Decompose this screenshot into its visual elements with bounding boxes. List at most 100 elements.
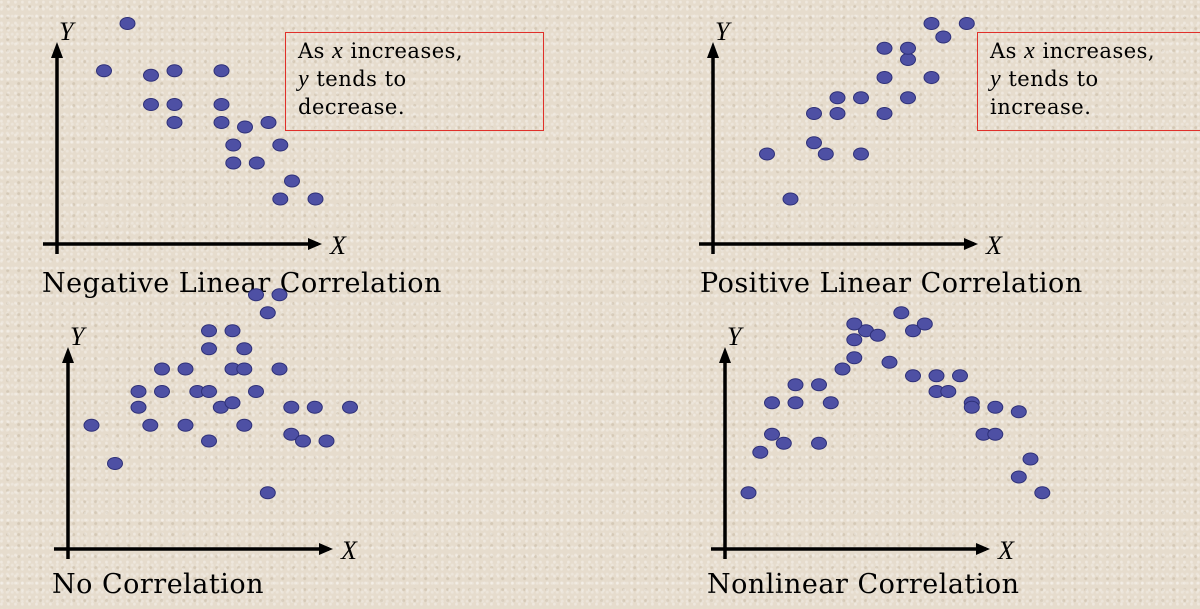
annotation-line-2: y tends to [990, 66, 1099, 92]
annotation-line-1: As x increases, [298, 38, 464, 64]
x-axis-arrow [964, 238, 978, 250]
panel-title: No Correlation [52, 569, 264, 600]
data-point [829, 91, 846, 105]
data-point [940, 385, 957, 398]
annotation-box-positive: As x increases, y tends to increase. [977, 32, 1200, 131]
data-point [154, 385, 170, 398]
data-point [342, 400, 358, 414]
data-point [1022, 452, 1039, 466]
data-point [177, 418, 194, 432]
data-point [224, 324, 241, 338]
data-point [260, 116, 277, 129]
data-point [259, 306, 276, 320]
data-point [876, 107, 893, 120]
data-point [96, 64, 112, 78]
data-point [248, 288, 264, 302]
data-point [236, 342, 253, 356]
x-axis-label: X [985, 231, 1003, 260]
data-point [900, 91, 916, 105]
data-point [272, 138, 289, 152]
data-point [834, 362, 851, 376]
panel-title: Nonlinear Correlation [707, 569, 1020, 600]
data-point [272, 192, 289, 206]
data-point [166, 64, 183, 78]
y-axis-label: Y [70, 322, 87, 351]
data-point [787, 378, 804, 392]
data-point [764, 396, 780, 410]
data-point [248, 156, 265, 170]
data-point [201, 434, 217, 448]
data-point [958, 17, 975, 30]
data-point [923, 17, 940, 30]
data-point [225, 156, 242, 170]
data-point [916, 317, 933, 331]
data-point [119, 17, 136, 30]
data-point [201, 324, 217, 338]
data-point [248, 385, 264, 398]
data-point [846, 333, 863, 347]
data-point [853, 91, 869, 105]
data-point [846, 317, 863, 331]
y-axis-arrow [707, 42, 719, 58]
data-point [307, 192, 324, 206]
data-point [283, 400, 300, 414]
data-point [213, 98, 230, 111]
data-point [237, 120, 253, 134]
data-point [811, 378, 827, 392]
data-point [905, 324, 921, 338]
data-point [130, 385, 147, 398]
data-point [318, 434, 335, 448]
annotation-line-3: decrease. [298, 95, 405, 119]
data-point [764, 427, 780, 441]
data-point [201, 385, 217, 398]
data-point [846, 351, 863, 365]
y-axis-label: Y [59, 17, 76, 46]
data-point [271, 288, 288, 302]
y-axis-arrow [51, 42, 63, 58]
x-axis-label: X [997, 536, 1015, 565]
data-point [752, 445, 769, 459]
data-point [759, 147, 775, 161]
data-point [236, 418, 253, 432]
annotation-line-2: y tends to [298, 66, 407, 92]
data-point [987, 400, 1004, 414]
data-point [225, 138, 242, 152]
data-point [806, 136, 822, 150]
data-point [306, 400, 323, 414]
data-point [963, 400, 980, 414]
data-point [923, 71, 940, 84]
y-axis-label: Y [715, 17, 732, 46]
x-axis-label: X [340, 536, 358, 565]
data-point [806, 107, 822, 120]
panel-title: Negative Linear Correlation [42, 268, 442, 299]
data-point [83, 418, 100, 432]
data-point [284, 174, 300, 188]
data-point [213, 116, 230, 129]
data-point [259, 486, 276, 500]
data-point [893, 306, 910, 320]
data-point [295, 434, 311, 448]
data-point [166, 98, 183, 111]
data-point [811, 436, 827, 450]
data-point [853, 147, 869, 161]
data-point [142, 418, 159, 432]
data-point [876, 71, 893, 84]
data-point [775, 436, 792, 450]
data-point [881, 355, 898, 369]
data-point [782, 192, 799, 206]
scatter-panel: X Y No Correlation [52, 288, 358, 600]
x-axis-arrow [319, 543, 333, 555]
data-point [740, 486, 757, 500]
scatter-panel: X Y Nonlinear Correlation [707, 306, 1051, 600]
data-point [928, 369, 945, 383]
data-point [905, 369, 921, 383]
data-point [900, 53, 916, 66]
data-point [143, 98, 159, 111]
x-axis-label: X [329, 231, 347, 260]
y-axis-arrow [62, 347, 74, 363]
scatter-panel: X Y Negative Linear Correlation [42, 17, 442, 299]
data-point [869, 328, 886, 342]
x-axis-arrow [976, 543, 990, 555]
data-point [224, 396, 241, 410]
scatter-panel: X Y Positive Linear Correlation [699, 17, 1082, 299]
